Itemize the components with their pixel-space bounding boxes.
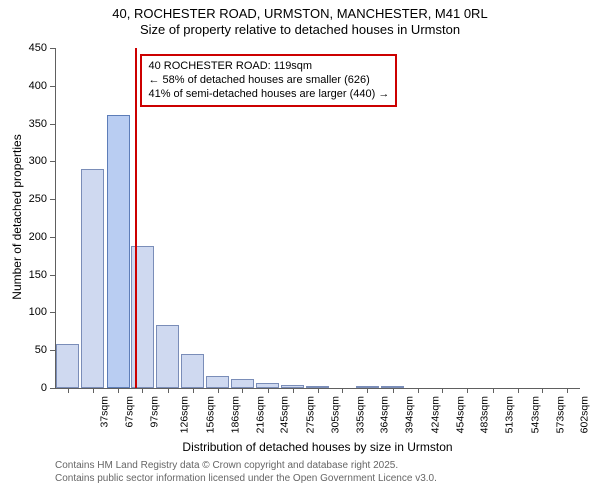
reference-line — [135, 48, 137, 388]
ytick-label: 0 — [21, 382, 47, 394]
histogram-bar — [156, 325, 179, 388]
xtick-label: 454sqm — [454, 396, 466, 433]
x-axis-label: Distribution of detached houses by size … — [55, 440, 580, 454]
xtick-mark — [442, 388, 443, 393]
title-line-1: 40, ROCHESTER ROAD, URMSTON, MANCHESTER,… — [0, 6, 600, 22]
y-axis-line — [55, 48, 56, 388]
xtick-label: 602sqm — [579, 396, 591, 433]
ytick-label: 200 — [21, 231, 47, 243]
xtick-mark — [493, 388, 494, 393]
ytick-mark — [50, 48, 55, 49]
ytick-mark — [50, 86, 55, 87]
annotation-line-3: 41% of semi-detached houses are larger (… — [148, 88, 389, 102]
xtick-label: 186sqm — [229, 396, 241, 433]
xtick-label: 37sqm — [98, 396, 110, 428]
title-line-2: Size of property relative to detached ho… — [0, 22, 600, 38]
xtick-mark — [567, 388, 568, 393]
histogram-bar — [131, 246, 154, 388]
xtick-label: 364sqm — [379, 396, 391, 433]
histogram-bar — [381, 386, 404, 388]
xtick-label: 543sqm — [529, 396, 541, 433]
xtick-mark — [467, 388, 468, 393]
xtick-mark — [118, 388, 119, 393]
footer-attribution: Contains HM Land Registry data © Crown c… — [55, 460, 437, 485]
histogram-bar — [231, 379, 254, 388]
xtick-mark — [242, 388, 243, 393]
histogram-bar — [181, 354, 204, 388]
ytick-mark — [50, 275, 55, 276]
xtick-mark — [342, 388, 343, 393]
histogram-bar — [356, 386, 379, 388]
xtick-label: 573sqm — [554, 396, 566, 433]
ytick-mark — [50, 199, 55, 200]
ytick-mark — [50, 312, 55, 313]
xtick-label: 335sqm — [354, 396, 366, 433]
xtick-label: 305sqm — [329, 396, 341, 433]
xtick-mark — [193, 388, 194, 393]
ytick-mark — [50, 161, 55, 162]
ytick-label: 50 — [21, 344, 47, 356]
xtick-mark — [218, 388, 219, 393]
xtick-mark — [393, 388, 394, 393]
xtick-mark — [542, 388, 543, 393]
ytick-mark — [50, 124, 55, 125]
histogram-bar — [107, 115, 130, 389]
xtick-mark — [68, 388, 69, 393]
histogram-bar — [256, 383, 279, 388]
histogram-bar — [81, 169, 104, 388]
xtick-mark — [418, 388, 419, 393]
xtick-mark — [518, 388, 519, 393]
histogram-bar — [306, 386, 329, 388]
xtick-label: 483sqm — [479, 396, 491, 433]
xtick-label: 156sqm — [204, 396, 216, 433]
xtick-label: 126sqm — [179, 396, 191, 433]
xtick-label: 97sqm — [149, 396, 161, 428]
annotation-callout: 40 ROCHESTER ROAD: 119sqm← 58% of detach… — [140, 54, 397, 107]
xtick-mark — [268, 388, 269, 393]
chart-title: 40, ROCHESTER ROAD, URMSTON, MANCHESTER,… — [0, 0, 600, 39]
xtick-mark — [318, 388, 319, 393]
histogram-bar — [206, 376, 229, 388]
ytick-label: 250 — [21, 193, 47, 205]
ytick-mark — [50, 350, 55, 351]
xtick-mark — [293, 388, 294, 393]
ytick-mark — [50, 237, 55, 238]
xtick-mark — [93, 388, 94, 393]
footer-line-2: Contains public sector information licen… — [55, 473, 437, 486]
ytick-label: 350 — [21, 118, 47, 130]
annotation-line-1: 40 ROCHESTER ROAD: 119sqm — [148, 60, 389, 74]
xtick-label: 513sqm — [504, 396, 516, 433]
xtick-mark — [168, 388, 169, 393]
ytick-label: 450 — [21, 42, 47, 54]
histogram-bar — [56, 344, 79, 388]
plot-area: 05010015020025030035040045037sqm67sqm97s… — [55, 48, 580, 388]
ytick-label: 300 — [21, 155, 47, 167]
xtick-label: 275sqm — [304, 396, 316, 433]
ytick-label: 150 — [21, 269, 47, 281]
chart-container: 40, ROCHESTER ROAD, URMSTON, MANCHESTER,… — [0, 0, 600, 500]
footer-line-1: Contains HM Land Registry data © Crown c… — [55, 460, 437, 473]
annotation-line-2: ← 58% of detached houses are smaller (62… — [148, 74, 389, 88]
xtick-label: 424sqm — [429, 396, 441, 433]
xtick-mark — [142, 388, 143, 393]
y-axis-label: Number of detached properties — [10, 117, 24, 317]
ytick-label: 100 — [21, 306, 47, 318]
ytick-label: 400 — [21, 80, 47, 92]
xtick-label: 67sqm — [123, 396, 135, 428]
ytick-mark — [50, 388, 55, 389]
xtick-label: 216sqm — [254, 396, 266, 433]
xtick-mark — [367, 388, 368, 393]
xtick-label: 245sqm — [279, 396, 291, 433]
xtick-label: 394sqm — [404, 396, 416, 433]
histogram-bar — [281, 385, 304, 388]
